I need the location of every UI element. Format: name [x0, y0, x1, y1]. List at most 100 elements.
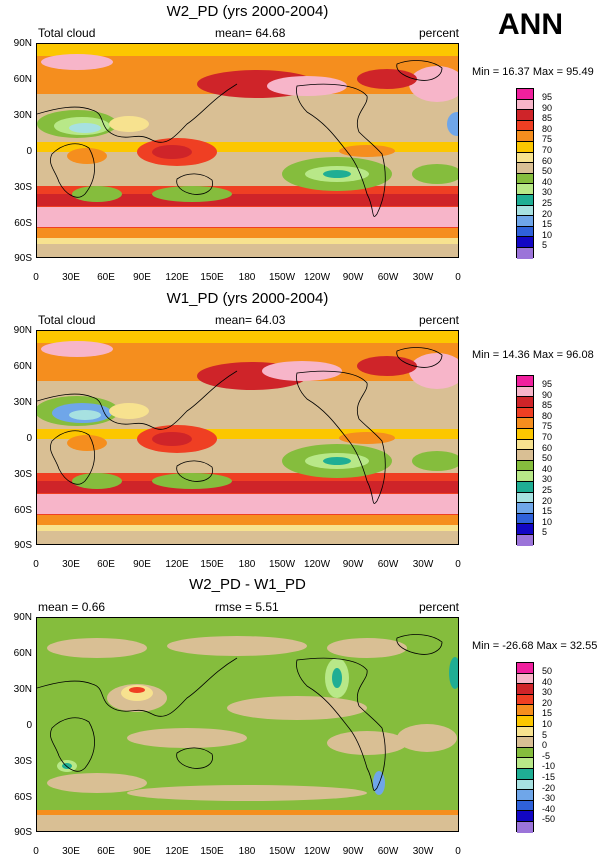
legend-level: 30: [542, 187, 553, 198]
legend-level: 20: [542, 697, 553, 708]
lon-tick: 90E: [133, 846, 151, 857]
legend-level: -15: [542, 772, 556, 782]
season-label: ANN: [498, 8, 563, 41]
legend-level: 10: [542, 516, 553, 527]
lon-tick: 30W: [412, 846, 434, 857]
legend-swatch: [517, 407, 533, 419]
legend-swatch: [517, 524, 533, 535]
lon-tick: 60E: [97, 559, 115, 570]
legend-swatch: [517, 663, 533, 674]
lon-tick: 150W: [268, 272, 296, 283]
legend-swatch: [517, 705, 533, 716]
legend-level: 15: [542, 708, 553, 719]
legend-swatch: [517, 141, 533, 153]
legend-level: 25: [542, 198, 553, 208]
lat-tick: 0: [26, 720, 32, 731]
panel-title: W1_PD (yrs 2000-2004): [166, 290, 329, 307]
legend-swatch: [517, 726, 533, 738]
lon-tick: 150E: [200, 846, 224, 857]
legend-swatch: [517, 99, 533, 111]
legend-level: 90: [542, 102, 553, 113]
lat-tick: 0: [26, 146, 32, 157]
color-legend: [516, 88, 534, 259]
legend-swatch: [517, 768, 533, 780]
lon-tick: 120E: [165, 559, 189, 570]
lat-tick: 30N: [13, 110, 32, 121]
legend-swatch: [517, 534, 533, 546]
legend-level: 50: [542, 666, 553, 676]
lon-tick: 0: [455, 846, 461, 857]
legend-swatch: [517, 513, 533, 525]
legend-level: 20: [542, 208, 553, 219]
legend-level: 95: [542, 92, 553, 102]
legend-swatch: [517, 418, 533, 429]
legend-swatch: [517, 184, 533, 195]
lon-tick: 30E: [62, 846, 80, 857]
legend-level: 40: [542, 176, 553, 187]
legend-swatch: [517, 790, 533, 801]
mean-label: mean= 64.03: [215, 313, 286, 327]
legend-swatch: [517, 747, 533, 759]
lon-tick: 30W: [412, 272, 434, 283]
legend-swatch: [517, 110, 533, 121]
legend-swatch: [517, 428, 533, 440]
panel-title: W2_PD - W1_PD: [189, 576, 306, 593]
legend-swatch: [517, 673, 533, 685]
legend-swatch: [517, 471, 533, 482]
lat-tick: 60S: [14, 505, 32, 516]
legend-level: 85: [542, 113, 553, 124]
units-label: percent: [418, 600, 459, 614]
legend-level: 15: [542, 506, 553, 517]
lat-tick: 90S: [14, 253, 32, 264]
legend-swatch: [517, 715, 533, 727]
lon-tick: 0: [455, 272, 461, 283]
lon-tick: 150E: [200, 559, 224, 570]
lon-tick: 120W: [303, 846, 331, 857]
rmse-label: rmse = 5.51: [215, 600, 279, 614]
mean-label: mean = 0.66: [38, 600, 106, 614]
legend-level: 50: [542, 166, 553, 177]
legend-swatch: [517, 811, 533, 822]
legend-level: 75: [542, 134, 553, 145]
legend-swatch: [517, 194, 533, 206]
lon-tick: 120W: [303, 272, 331, 283]
legend-swatch: [517, 694, 533, 706]
legend-swatch: [517, 684, 533, 695]
lon-tick: 180: [238, 272, 256, 283]
color-legend: [516, 375, 534, 546]
legend-swatch: [517, 226, 533, 238]
legend-swatch: [517, 450, 533, 461]
lat-tick: 60N: [13, 648, 32, 659]
lon-tick: 60W: [377, 272, 399, 283]
legend-level: 15: [542, 219, 553, 230]
min-max-label: Min = 16.37 Max = 95.49: [472, 66, 594, 78]
legend-swatch: [517, 492, 533, 504]
legend-swatch: [517, 386, 533, 398]
legend-level: 75: [542, 421, 553, 432]
lon-tick: 0: [33, 846, 39, 857]
lat-tick: 30S: [14, 182, 32, 193]
legend-level: -5: [542, 750, 551, 761]
lon-tick: 30E: [62, 272, 80, 283]
lat-tick: 90S: [14, 827, 32, 838]
lon-tick: 90W: [342, 559, 364, 570]
legend-swatch: [517, 131, 533, 142]
lon-tick: 0: [33, 559, 39, 570]
legend-level: 70: [542, 145, 553, 155]
legend-swatch: [517, 152, 533, 164]
legend-level: 25: [542, 485, 553, 495]
legend-swatch: [517, 481, 533, 493]
legend-swatch: [517, 800, 533, 812]
min-max-label: Min = -26.68 Max = 32.55: [472, 640, 598, 652]
lon-tick: 150W: [268, 559, 296, 570]
lat-tick: 30S: [14, 469, 32, 480]
lon-tick: 90W: [342, 272, 364, 283]
legend-level: 80: [542, 123, 553, 134]
cloud-map: [36, 330, 459, 545]
legend-swatch: [517, 503, 533, 514]
lon-tick: 30E: [62, 559, 80, 570]
legend-level: -30: [542, 793, 556, 804]
legend-level: 70: [542, 432, 553, 442]
legend-swatch: [517, 779, 533, 791]
legend-swatch: [517, 163, 533, 174]
